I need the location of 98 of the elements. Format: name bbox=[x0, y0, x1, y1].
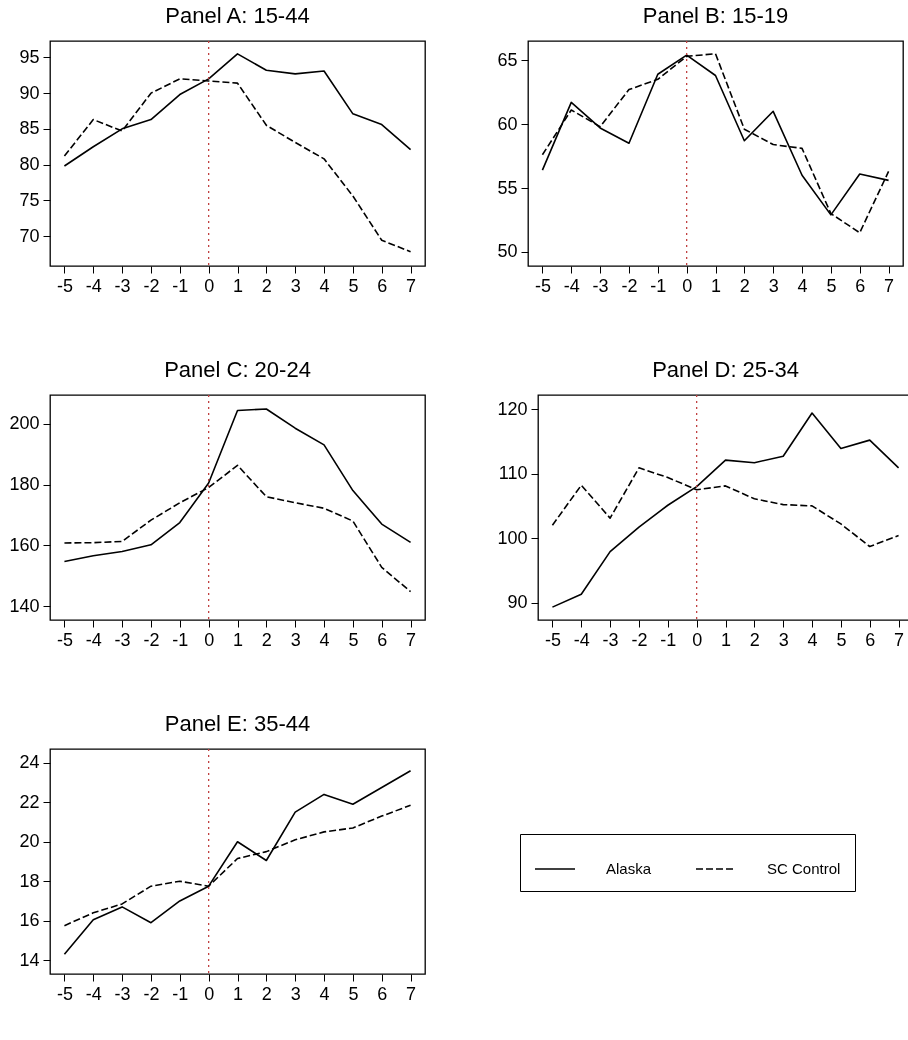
x-tick-label: 5 bbox=[348, 983, 359, 1004]
x-tick-label: -4 bbox=[563, 275, 580, 296]
y-tick-label: 60 bbox=[497, 113, 518, 134]
y-tick-label: 70 bbox=[19, 225, 40, 246]
x-tick-label: 1 bbox=[720, 629, 732, 650]
y-tick-label: 65 bbox=[497, 49, 518, 70]
y-tick-label: 55 bbox=[497, 177, 518, 198]
y-tick-label: 85 bbox=[19, 118, 40, 139]
y-tick-label: 200 bbox=[9, 413, 40, 434]
x-tick-label: -5 bbox=[56, 275, 73, 296]
x-tick-label: 4 bbox=[319, 629, 330, 650]
y-tick-label: 90 bbox=[507, 592, 528, 613]
x-tick-label: 6 bbox=[377, 629, 388, 650]
x-tick-label: 0 bbox=[682, 275, 693, 296]
x-tick-label: 4 bbox=[807, 629, 818, 650]
x-tick-label: -3 bbox=[114, 629, 131, 650]
x-tick-label: 3 bbox=[290, 629, 301, 650]
x-tick-label: -3 bbox=[602, 629, 619, 650]
x-tick-label: -2 bbox=[621, 275, 638, 296]
chart-title: Panel C: 20-24 bbox=[164, 357, 311, 383]
x-tick-label: -5 bbox=[534, 275, 551, 296]
y-tick-label: 24 bbox=[19, 752, 40, 773]
x-tick-label: 3 bbox=[290, 275, 301, 296]
x-tick-label: -3 bbox=[114, 275, 131, 296]
x-tick-label: 7 bbox=[406, 983, 417, 1004]
x-tick-label: -5 bbox=[544, 629, 561, 650]
y-tick-label: 110 bbox=[498, 463, 528, 484]
line-series bbox=[63, 769, 412, 956]
x-tick-label: 0 bbox=[204, 275, 215, 296]
x-tick-label: 0 bbox=[204, 983, 215, 1004]
x-tick-label: -3 bbox=[114, 983, 131, 1004]
x-tick-label: 2 bbox=[261, 275, 272, 296]
x-tick-label: 0 bbox=[204, 629, 215, 650]
y-tick-label: 20 bbox=[19, 831, 40, 852]
x-tick-label: 6 bbox=[865, 629, 876, 650]
x-tick-label: 1 bbox=[232, 629, 244, 650]
x-tick-label: -2 bbox=[631, 629, 648, 650]
x-tick-label: 7 bbox=[406, 629, 417, 650]
x-tick-label: -4 bbox=[85, 983, 102, 1004]
x-tick-label: 4 bbox=[797, 275, 808, 296]
x-tick-label: -4 bbox=[85, 629, 102, 650]
x-tick-label: -2 bbox=[143, 275, 160, 296]
x-tick-label: 5 bbox=[826, 275, 837, 296]
x-tick-label: 7 bbox=[884, 275, 895, 296]
x-tick-label: 3 bbox=[778, 629, 789, 650]
x-tick-label: -2 bbox=[143, 983, 160, 1004]
x-tick-label: 7 bbox=[894, 629, 905, 650]
x-tick-label: 3 bbox=[290, 983, 301, 1004]
y-tick-label: 180 bbox=[9, 474, 40, 495]
x-tick-label: -1 bbox=[660, 629, 677, 650]
x-tick-label: -2 bbox=[143, 629, 160, 650]
y-tick-label: 95 bbox=[19, 46, 40, 67]
y-tick-label: 14 bbox=[19, 949, 40, 970]
y-tick-label: 90 bbox=[19, 82, 40, 103]
x-tick-label: -5 bbox=[56, 983, 73, 1004]
x-tick-label: 2 bbox=[261, 629, 272, 650]
legend-label: Alaska bbox=[606, 860, 652, 877]
x-tick-label: -4 bbox=[573, 629, 590, 650]
y-tick-label: 100 bbox=[497, 527, 528, 548]
x-tick-label: -3 bbox=[592, 275, 609, 296]
x-tick-label: -1 bbox=[172, 629, 189, 650]
x-tick-label: 2 bbox=[749, 629, 760, 650]
y-tick-label: 140 bbox=[9, 595, 40, 616]
x-tick-label: 3 bbox=[768, 275, 779, 296]
x-tick-label: -4 bbox=[85, 275, 102, 296]
line-series bbox=[551, 412, 900, 608]
y-tick-label: 50 bbox=[497, 241, 518, 262]
x-tick-label: 5 bbox=[836, 629, 847, 650]
x-tick-label: -1 bbox=[650, 275, 667, 296]
x-tick-label: 6 bbox=[377, 983, 388, 1004]
chart-title: Panel D: 25-34 bbox=[652, 357, 799, 383]
y-tick-label: 160 bbox=[9, 534, 40, 555]
y-tick-label: 75 bbox=[19, 189, 40, 210]
x-tick-label: 7 bbox=[406, 275, 417, 296]
y-tick-label: 22 bbox=[19, 791, 40, 812]
x-tick-label: -5 bbox=[56, 629, 73, 650]
x-tick-label: 1 bbox=[232, 275, 244, 296]
x-tick-label: 6 bbox=[377, 275, 388, 296]
x-tick-label: 4 bbox=[319, 275, 330, 296]
y-tick-label: 120 bbox=[497, 398, 528, 419]
x-tick-label: 2 bbox=[739, 275, 750, 296]
chart-title: Panel B: 15-19 bbox=[642, 3, 789, 29]
legend-label: SC Control bbox=[767, 860, 841, 877]
x-tick-label: 2 bbox=[261, 983, 272, 1004]
x-tick-label: 6 bbox=[855, 275, 866, 296]
y-tick-label: 16 bbox=[19, 910, 40, 931]
x-tick-label: 5 bbox=[348, 275, 359, 296]
x-tick-label: 1 bbox=[232, 983, 244, 1004]
x-tick-label: -1 bbox=[172, 275, 189, 296]
y-tick-label: 80 bbox=[19, 154, 40, 175]
x-tick-label: 5 bbox=[348, 629, 359, 650]
x-tick-label: -1 bbox=[172, 983, 189, 1004]
x-tick-label: 4 bbox=[319, 983, 330, 1004]
x-tick-label: 1 bbox=[710, 275, 722, 296]
y-tick-label: 18 bbox=[19, 870, 40, 891]
x-tick-label: 0 bbox=[692, 629, 703, 650]
chart-title: Panel A: 15-44 bbox=[165, 3, 310, 29]
chart-title: Panel E: 35-44 bbox=[164, 711, 311, 737]
